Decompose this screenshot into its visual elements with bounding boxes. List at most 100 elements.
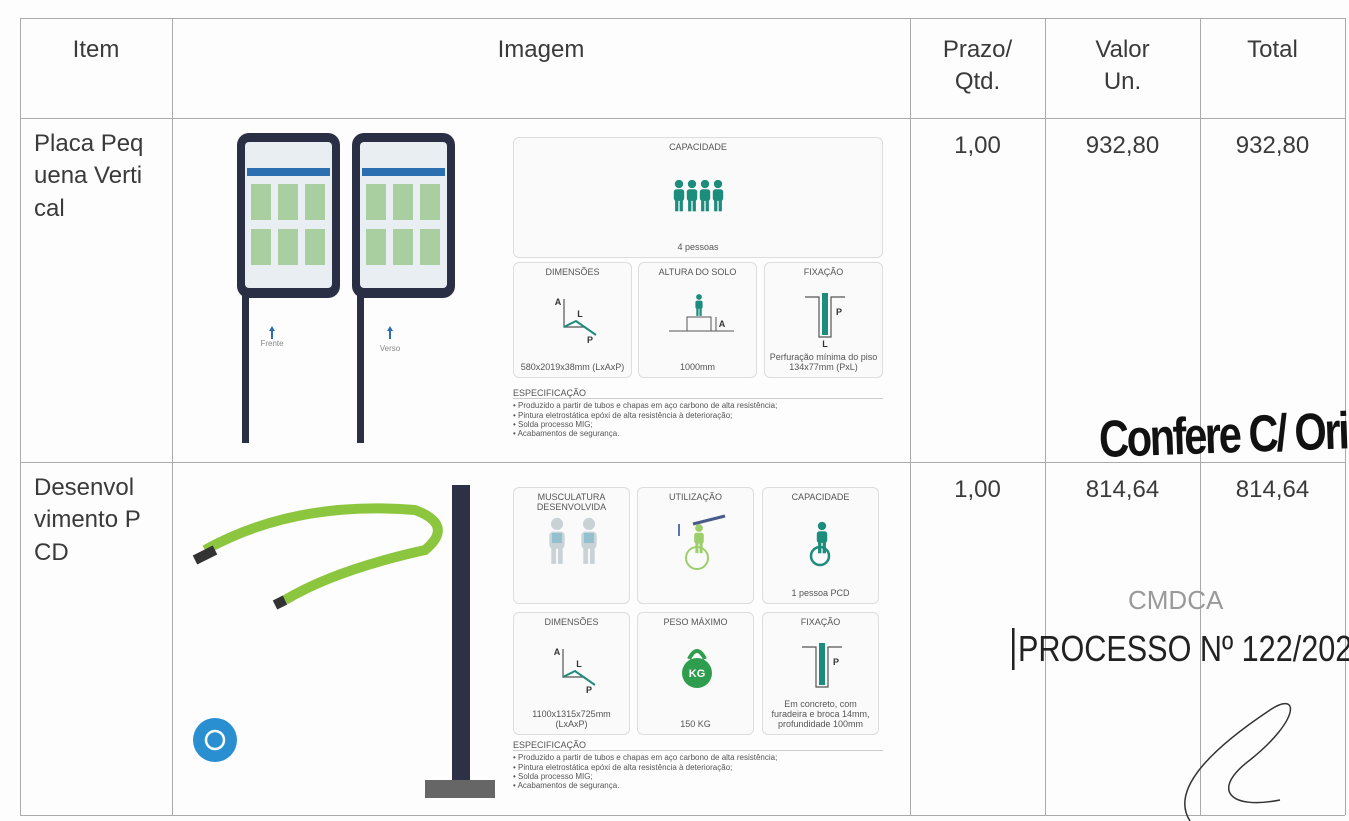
icon-shape [681,658,712,688]
spec-card: CAPACIDADE 1 pessoa PCD [762,487,879,604]
table-border [1200,18,1201,815]
icon-line [686,316,711,332]
icon-shape [699,189,711,201]
amount: 814,64 [1235,476,1310,503]
card-title: CAPACIDADE [791,492,850,502]
spec-card: PESO MÁXIMO KG 150 KG [637,612,754,735]
icon-line [562,669,596,686]
arrow [387,326,393,339]
diagram-label: P [586,335,592,345]
table-border [1345,18,1346,815]
diagram-label: A [553,647,560,657]
icon-shape [817,521,826,531]
diagram-label: L [577,309,583,319]
card-caption: 1100x1315x725mm (LxAxP) [532,709,611,730]
icon-shape [557,546,563,564]
sign-figure [278,184,298,220]
table-border [20,118,1345,119]
accessibility-icon [204,729,226,751]
bar [202,503,443,605]
spec-title: ESPECIFICAÇÃO [513,740,883,752]
icon-shape [694,300,703,309]
icon-shape [693,532,704,544]
sign-figure [251,184,271,220]
spec-title: ESPECIFICAÇÃO [513,388,883,400]
specification: ESPECIFICAÇÃO • Produzido a partir de tub… [513,388,883,438]
sign-figure [420,184,440,220]
arrow [269,326,275,339]
spec-card: MUSCULATURA DESENVOLVIDA [513,487,630,604]
icon-shape [582,546,588,564]
icon-shape [818,643,825,685]
icon-shape [550,517,563,531]
icon-shape [582,517,595,531]
card-icon [673,179,724,212]
sign-figure [305,184,325,220]
item-name: Placa Pequena Vertical [34,130,144,222]
spec-line: • Pintura eletrostática epóxi de alta re… [513,410,733,420]
column-header: Item [72,36,120,63]
stamp-text: CMDCA [1128,585,1224,615]
icon-shape [714,199,718,212]
card-caption: 1000mm [679,362,715,373]
diagram-label: L [822,339,828,349]
diagram-label: P [585,685,591,695]
sign-label: Frente [260,339,284,348]
card-title: UTILIZAÇÃO [668,492,722,502]
icon-line [692,514,725,526]
card-title: CAPACIDADE [669,142,727,152]
icon-shape [589,546,595,564]
card-icon: P [801,643,842,688]
card-icon: A L P [553,647,596,695]
spec-line: • Pintura eletrostática epóxi de alta re… [513,762,733,772]
spec-line: • Solda processo MIG; [513,419,593,429]
sign-figure [251,229,271,265]
card-caption: 150 KG [680,719,711,730]
spec-card: DIMENSÕES A L P 580x2019x38mm (LxAxP) [513,262,632,378]
spec-line: • Produzido a partir de tubos e chapas e… [513,753,778,763]
spec-line: • Solda processo MIG; [513,771,593,781]
sign-figure [366,229,386,265]
icon-shape [694,524,703,532]
specification: ESPECIFICAÇÃO • Produzido a partir de tub… [513,740,883,790]
icon-shape [673,189,685,201]
amount: 1,00 [954,132,1001,159]
icon-shape [694,542,698,554]
spec-line: • Acabamentos de segurança. [513,428,620,438]
spec-card: FIXAÇÃO P Em concreto, com furadeira e bro… [762,612,879,735]
icon-shape [686,189,698,201]
equipment-drawing [192,485,495,798]
card-title: PESO MÁXIMO [663,617,728,627]
stamp-text: Confere C/ Origi [1098,401,1349,469]
icon-line [686,649,707,660]
diagram-label: A [718,319,725,329]
amount: 932,80 [1085,132,1160,159]
column-header: Imagem [497,36,585,63]
icon-shape [821,293,828,335]
icon-shape [712,189,724,201]
card-caption: 4 pessoas [677,242,719,253]
sign-figure [305,229,325,265]
icon-line [801,646,842,688]
table-border [20,815,1345,816]
spec-card: CAPACIDADE 4 pessoas [513,137,883,258]
spec-card: ALTURA DO SOLO A 1000mm [638,262,757,378]
item-name: Desenvolvimento PCD [34,474,141,566]
icon-line [809,545,830,567]
diagram-label: P [832,657,838,667]
column-header: Total [1247,36,1298,63]
icon-shape [688,199,692,212]
card-title: FIXAÇÃO [800,617,841,627]
card-caption: Perfuração mínima do piso 134x77mm (PxL) [769,352,878,373]
card-caption: 1 pessoa PCD [791,588,850,599]
icon-shape [679,199,683,212]
sign-post [357,278,364,443]
sign-figure [278,229,298,265]
card-icon [548,517,597,564]
icon-shape [713,179,723,189]
icon-line [804,296,845,338]
sign-post [242,278,249,443]
amount: 1,00 [954,476,1001,503]
icon-shape [718,199,722,212]
